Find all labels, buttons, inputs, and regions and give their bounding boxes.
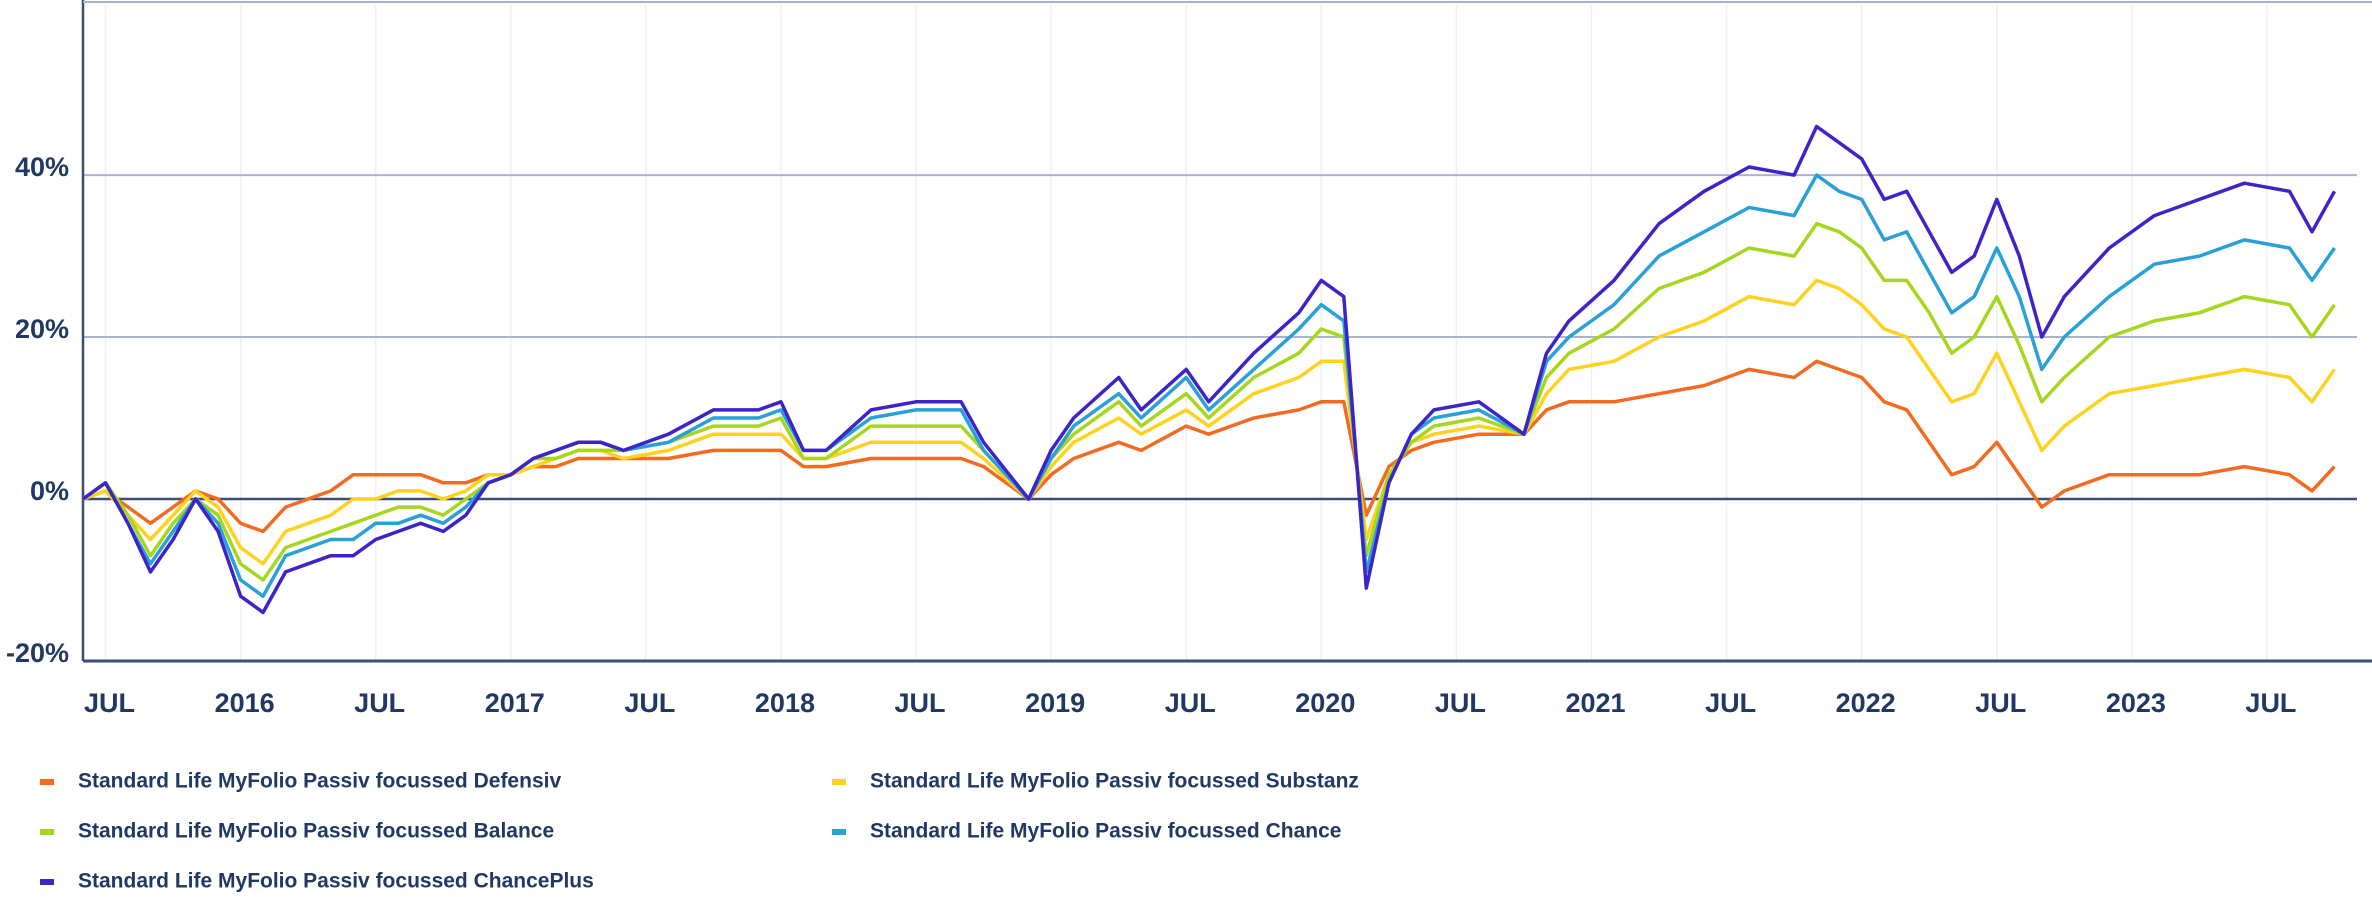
x-tick-label: JUL (895, 688, 946, 718)
x-tick-label: JUL (84, 688, 135, 718)
series-line (82, 359, 2336, 534)
x-tick-label: 2018 (755, 688, 815, 718)
x-tick-label: 2022 (1836, 688, 1896, 718)
x-tick-label: JUL (2245, 688, 2296, 718)
x-tick-label: JUL (1705, 688, 1756, 718)
x-tick-label: JUL (1435, 688, 1486, 718)
legend-swatch (40, 779, 54, 785)
legend-label: Standard Life MyFolio Passiv focussed Ba… (78, 820, 554, 843)
legend-swatch (40, 829, 54, 835)
legend-label: Standard Life MyFolio Passiv focussed Su… (870, 770, 1359, 793)
legend-swatch (832, 779, 846, 785)
legend-swatch (40, 879, 54, 885)
y-tick-label: -20% (6, 638, 69, 668)
y-tick-label: 40% (15, 152, 69, 182)
y-tick-label: 20% (15, 314, 69, 344)
x-tick-label: 2017 (485, 688, 545, 718)
legend-label: Standard Life MyFolio Passiv focussed Ch… (78, 870, 594, 893)
x-tick-label: 2021 (1565, 688, 1625, 718)
x-tick-label: 2023 (2106, 688, 2166, 718)
series-line (82, 278, 2336, 566)
legend-swatch (832, 829, 846, 835)
series-line (81, 173, 2336, 598)
legend-label: Standard Life MyFolio Passiv focussed De… (78, 770, 561, 793)
series-line (81, 124, 2337, 615)
x-tick-label: JUL (354, 688, 405, 718)
x-tick-label: JUL (1975, 688, 2026, 718)
x-tick-label: 2019 (1025, 688, 1085, 718)
x-tick-label: 2020 (1295, 688, 1355, 718)
legend-label: Standard Life MyFolio Passiv focussed Ch… (870, 820, 1341, 843)
x-tick-label: JUL (624, 688, 675, 718)
x-tick-label: 2016 (215, 688, 275, 718)
y-tick-label: 0% (30, 476, 69, 506)
series-line (81, 221, 2336, 582)
x-tick-label: JUL (1165, 688, 1216, 718)
